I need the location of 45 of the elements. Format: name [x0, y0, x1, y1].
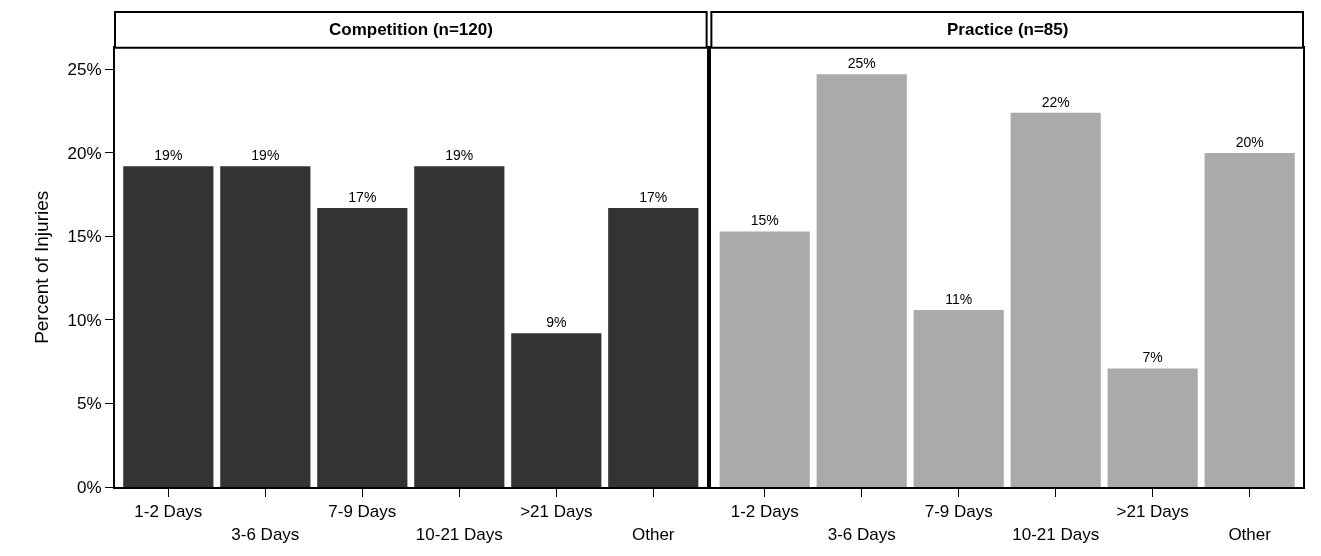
chart-title: Competition (n=120): [329, 20, 493, 39]
bar: [816, 74, 907, 487]
x-tick-label: Other: [1228, 524, 1272, 544]
bar: [220, 166, 311, 487]
x-tick-label: 10-21 Days: [1012, 524, 1100, 544]
bar: [511, 333, 602, 487]
data-label: 19%: [154, 147, 183, 164]
bar: [414, 166, 505, 487]
data-label: 15%: [750, 212, 779, 229]
y-tick-label: 0%: [77, 477, 102, 497]
data-label: 20%: [1235, 133, 1264, 150]
data-label: 11%: [945, 290, 973, 307]
bar: [1107, 368, 1198, 487]
data-label: 25%: [847, 55, 876, 72]
bar: [608, 208, 699, 487]
bar: [719, 231, 810, 487]
bar: [1010, 112, 1101, 487]
data-label: 9%: [546, 314, 567, 331]
data-label: 19%: [251, 147, 280, 164]
y-tick-label: 10%: [67, 310, 102, 330]
x-tick-label: >21 Days: [1116, 502, 1189, 522]
data-label: 19%: [445, 147, 474, 164]
data-label: 17%: [639, 189, 668, 206]
data-label: 17%: [348, 189, 377, 206]
y-tick-label: 15%: [67, 227, 102, 247]
x-tick-label: 1-2 Days: [730, 502, 799, 522]
y-axis-title: Percent of Injuries: [30, 190, 52, 344]
x-tick-label: 7-9 Days: [328, 502, 397, 522]
y-tick-label: 20%: [67, 143, 102, 163]
bar: [913, 309, 1004, 487]
bar: [123, 166, 214, 487]
y-tick-label: 25%: [67, 60, 102, 80]
x-tick-label: 1-2 Days: [134, 502, 203, 522]
chart-title: Practice (n=85): [947, 20, 1069, 39]
y-tick-label: 5%: [77, 394, 102, 414]
x-tick-label: Other: [632, 524, 675, 544]
x-tick-label: 10-21 Days: [415, 524, 503, 544]
data-label: 7%: [1142, 349, 1163, 366]
x-tick-label: 3-6 Days: [231, 524, 300, 544]
bar: [317, 208, 408, 487]
bar: [1204, 152, 1295, 487]
x-tick-label: 3-6 Days: [827, 524, 896, 544]
data-label: 22%: [1041, 93, 1070, 110]
x-tick-label: 7-9 Days: [924, 502, 993, 522]
x-tick-label: >21 Days: [520, 502, 593, 522]
